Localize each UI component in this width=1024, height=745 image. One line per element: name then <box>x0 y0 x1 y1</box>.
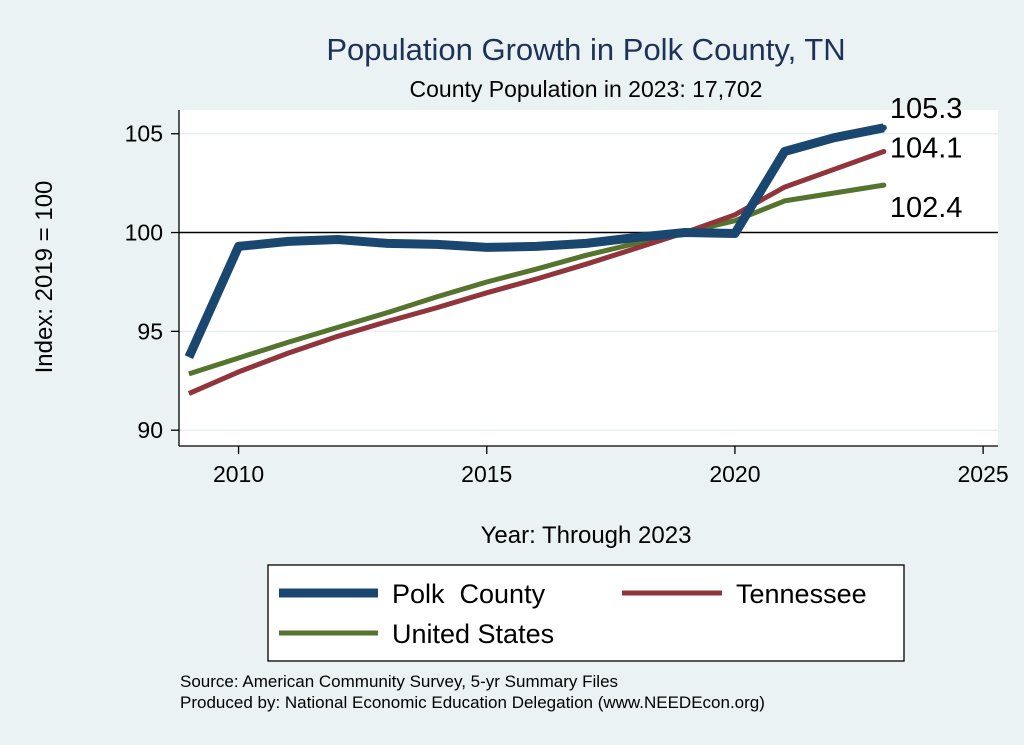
y-tick-label-105: 105 <box>125 121 163 147</box>
end-marker-united-states <box>881 182 887 188</box>
producer-note: Produced by: National Economic Education… <box>180 693 765 712</box>
x-tick-label-2010: 2010 <box>213 461 264 487</box>
end-label-united-states: 102.4 <box>890 192 963 224</box>
series-layer <box>184 123 885 396</box>
x-tick-label-2025: 2025 <box>958 461 1009 487</box>
x-axis-title: Year: Through 2023 <box>481 522 692 549</box>
legend: Polk County Tennessee United States <box>267 564 905 662</box>
legend-box <box>267 564 905 662</box>
y-tick-label-100: 100 <box>125 220 163 246</box>
series-line-united-states <box>188 182 885 377</box>
x-tick-label-2020: 2020 <box>709 461 760 487</box>
y-ticks: 90 95 100 105 <box>125 121 179 443</box>
y-tick-label-90: 90 <box>137 417 163 443</box>
legend-label-united-states: United States <box>392 619 554 649</box>
series-line-tennessee <box>187 149 885 396</box>
plot-area <box>179 110 998 446</box>
x-ticks: 2010 2015 2020 2025 <box>213 446 1009 487</box>
series-line-polk-county <box>184 123 885 359</box>
end-marker-polk-county <box>880 124 887 131</box>
end-labels: 105.3 104.1 102.4 <box>880 93 963 224</box>
legend-label-polk-county: Polk County <box>392 579 546 609</box>
end-label-tennessee: 104.1 <box>890 133 963 165</box>
y-tick-label-95: 95 <box>137 318 163 344</box>
end-label-polk-county: 105.3 <box>890 93 963 125</box>
chart-subtitle: County Population in 2023: 17,702 <box>410 76 763 102</box>
source-note: Source: American Community Survey, 5-yr … <box>180 672 618 691</box>
end-marker-tennessee <box>881 149 887 155</box>
x-tick-label-2015: 2015 <box>461 461 512 487</box>
y-axis-title: Index: 2019 = 100 <box>31 181 58 374</box>
chart-title: Population Growth in Polk County, TN <box>326 32 845 67</box>
legend-label-tennessee: Tennessee <box>736 579 867 609</box>
